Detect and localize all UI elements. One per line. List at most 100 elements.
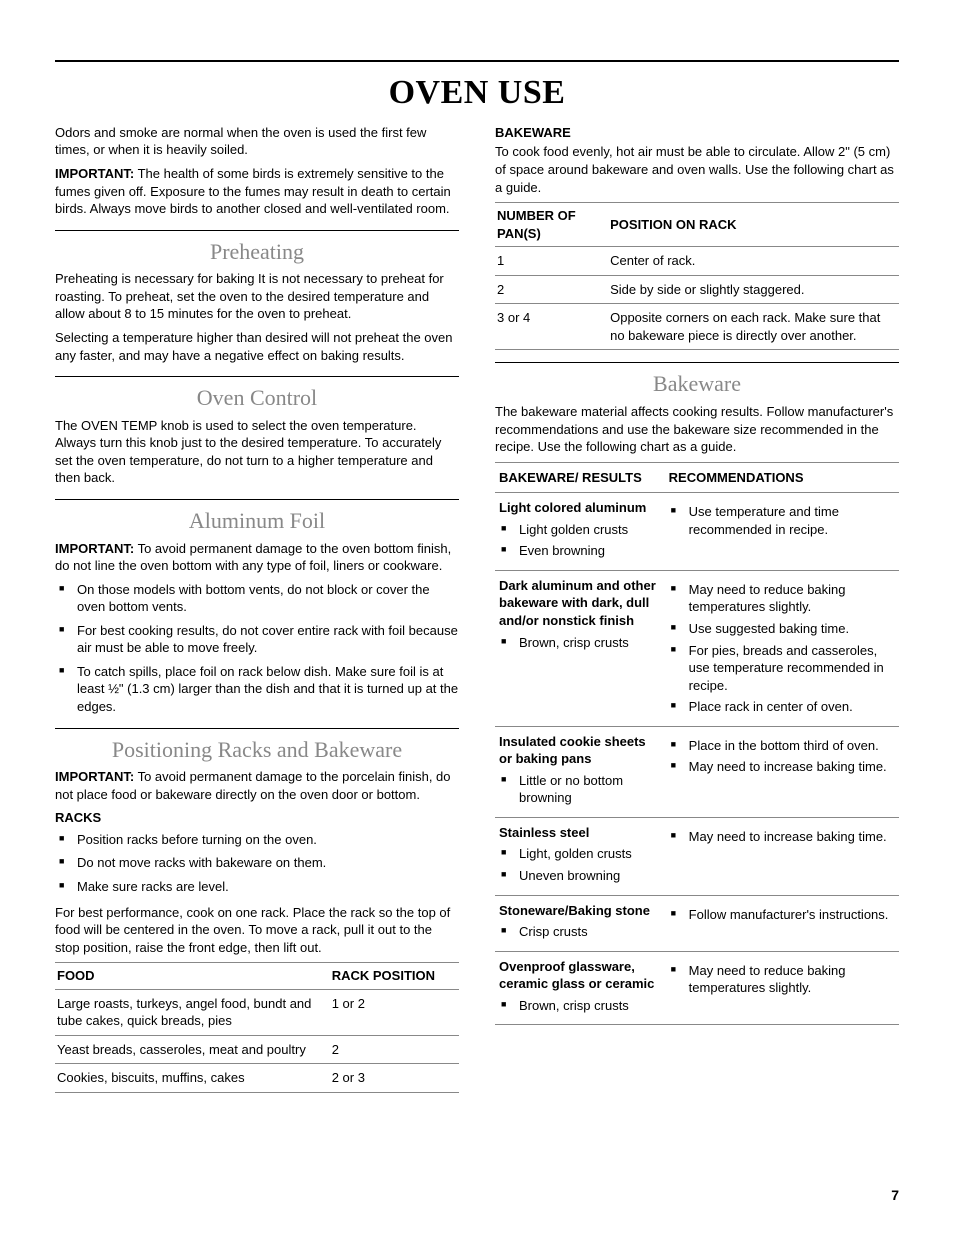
list-item: Position racks before turning on the ove… xyxy=(77,831,459,849)
list-item: Brown, crisp crusts xyxy=(519,634,661,652)
th-pans: NUMBER OF PAN(S) xyxy=(495,203,608,247)
th-bake-results: BAKEWARE/ RESULTS xyxy=(495,462,665,493)
td-right: Follow manufacturer's instructions. xyxy=(665,895,899,951)
positioning-important: IMPORTANT: To avoid permanent damage to … xyxy=(55,768,459,803)
td: 3 or 4 xyxy=(495,304,608,350)
td: Cookies, biscuits, muffins, cakes xyxy=(55,1064,330,1093)
material: Stainless steel xyxy=(499,824,661,842)
preheating-p2: Selecting a temperature higher than desi… xyxy=(55,329,459,364)
results-list: Brown, crisp crusts xyxy=(499,634,661,652)
list-item: Do not move racks with bakeware on them. xyxy=(77,854,459,872)
rec-list: Use temperature and time recommended in … xyxy=(669,503,895,538)
td-right: May need to reduce baking temperatures s… xyxy=(665,570,899,726)
list-item: Uneven browning xyxy=(519,867,661,885)
bakeware-table: BAKEWARE/ RESULTS RECOMMENDATIONS Light … xyxy=(495,462,899,1026)
preheating-heading: Preheating xyxy=(55,237,459,267)
section-rule xyxy=(55,499,459,500)
list-item: Light golden crusts xyxy=(519,521,661,539)
rec-list: May need to reduce baking temperatures s… xyxy=(669,581,895,716)
table-row: Cookies, biscuits, muffins, cakes 2 or 3 xyxy=(55,1064,459,1093)
td: Yeast breads, casseroles, meat and poult… xyxy=(55,1035,330,1064)
rec-list: Place in the bottom third of oven. May n… xyxy=(669,737,895,776)
list-item: On those models with bottom vents, do no… xyxy=(77,581,459,616)
results-list: Brown, crisp crusts xyxy=(499,997,661,1015)
list-item: For best cooking results, do not cover e… xyxy=(77,622,459,657)
th-recommendations: RECOMMENDATIONS xyxy=(665,462,899,493)
list-item: May need to reduce baking temperatures s… xyxy=(689,962,895,997)
material: Stoneware/Baking stone xyxy=(499,902,661,920)
td-left: Insulated cookie sheets or baking pans L… xyxy=(495,726,665,817)
td-left: Stoneware/Baking stone Crisp crusts xyxy=(495,895,665,951)
section-rule xyxy=(55,376,459,377)
td-left: Ovenproof glassware, ceramic glass or ce… xyxy=(495,951,665,1025)
td-right: Use temperature and time recommended in … xyxy=(665,493,899,571)
page: OVEN USE Odors and smoke are normal when… xyxy=(0,0,954,1235)
preheating-p1: Preheating is necessary for baking It is… xyxy=(55,270,459,323)
material: Ovenproof glassware, ceramic glass or ce… xyxy=(499,958,661,993)
material: Dark aluminum and other bakeware with da… xyxy=(499,577,661,630)
aluminum-foil-heading: Aluminum Foil xyxy=(55,506,459,536)
table-header-row: BAKEWARE/ RESULTS RECOMMENDATIONS xyxy=(495,462,899,493)
bakeware-p1: The bakeware material affects cooking re… xyxy=(495,403,899,456)
section-rule xyxy=(55,728,459,729)
table-row: Dark aluminum and other bakeware with da… xyxy=(495,570,899,726)
list-item: Crisp crusts xyxy=(519,923,661,941)
columns: Odors and smoke are normal when the oven… xyxy=(55,124,899,1093)
racks-bullets: Position racks before turning on the ove… xyxy=(55,831,459,896)
material: Light colored aluminum xyxy=(499,499,661,517)
td: Opposite corners on each rack. Make sure… xyxy=(608,304,899,350)
td-left: Stainless steel Light, golden crusts Une… xyxy=(495,817,665,895)
table-row: Light colored aluminum Light golden crus… xyxy=(495,493,899,571)
list-item: Follow manufacturer's instructions. xyxy=(689,906,895,924)
rec-list: May need to increase baking time. xyxy=(669,828,895,846)
th-rack: RACK POSITION xyxy=(330,963,459,990)
td: Large roasts, turkeys, angel food, bundt… xyxy=(55,989,330,1035)
list-item: Place in the bottom third of oven. xyxy=(689,737,895,755)
bakeware-heading: Bakeware xyxy=(495,369,899,399)
list-item: Use temperature and time recommended in … xyxy=(689,503,895,538)
list-item: Light, golden crusts xyxy=(519,845,661,863)
intro-block: Odors and smoke are normal when the oven… xyxy=(55,124,459,218)
results-list: Light, golden crusts Uneven browning xyxy=(499,845,661,884)
list-item: May need to increase baking time. xyxy=(689,828,895,846)
td: 1 or 2 xyxy=(330,989,459,1035)
table-row: Stainless steel Light, golden crusts Une… xyxy=(495,817,899,895)
table-row: Stoneware/Baking stone Crisp crusts Foll… xyxy=(495,895,899,951)
table-row: 2 Side by side or slightly staggered. xyxy=(495,275,899,304)
positioning-heading: Positioning Racks and Bakeware xyxy=(55,735,459,765)
top-rule xyxy=(55,60,899,62)
td: Center of rack. xyxy=(608,247,899,276)
td-left: Dark aluminum and other bakeware with da… xyxy=(495,570,665,726)
td: 2 or 3 xyxy=(330,1064,459,1093)
results-list: Light golden crusts Even browning xyxy=(499,521,661,560)
list-item: Little or no bottom browning xyxy=(519,772,661,807)
table-header-row: FOOD RACK POSITION xyxy=(55,963,459,990)
list-item: Use suggested baking time. xyxy=(689,620,895,638)
preheating-block: Preheating Preheating is necessary for b… xyxy=(55,230,459,364)
section-rule xyxy=(495,362,899,363)
positioning-block: Positioning Racks and Bakeware IMPORTANT… xyxy=(55,728,459,1093)
important-label: IMPORTANT: xyxy=(55,769,134,784)
th-food: FOOD xyxy=(55,963,330,990)
intro-important: IMPORTANT: The health of some birds is e… xyxy=(55,165,459,218)
table-row: Yeast breads, casseroles, meat and poult… xyxy=(55,1035,459,1064)
bakeware-top-block: BAKEWARE To cook food evenly, hot air mu… xyxy=(495,124,899,350)
important-label: IMPORTANT: xyxy=(55,166,134,181)
racks-para: For best performance, cook on one rack. … xyxy=(55,904,459,957)
td: 1 xyxy=(495,247,608,276)
td: 2 xyxy=(330,1035,459,1064)
material: Insulated cookie sheets or baking pans xyxy=(499,733,661,768)
rec-list: May need to reduce baking temperatures s… xyxy=(669,962,895,997)
td-right: May need to reduce baking temperatures s… xyxy=(665,951,899,1025)
oven-control-block: Oven Control The OVEN TEMP knob is used … xyxy=(55,376,459,487)
results-list: Little or no bottom browning xyxy=(499,772,661,807)
bakeware-label: BAKEWARE xyxy=(495,124,899,142)
list-item: Even browning xyxy=(519,542,661,560)
oven-control-heading: Oven Control xyxy=(55,383,459,413)
td-right: Place in the bottom third of oven. May n… xyxy=(665,726,899,817)
td-left: Light colored aluminum Light golden crus… xyxy=(495,493,665,571)
list-item: Brown, crisp crusts xyxy=(519,997,661,1015)
bakeware-top-p1: To cook food evenly, hot air must be abl… xyxy=(495,143,899,196)
list-item: Make sure racks are level. xyxy=(77,878,459,896)
td: Side by side or slightly staggered. xyxy=(608,275,899,304)
